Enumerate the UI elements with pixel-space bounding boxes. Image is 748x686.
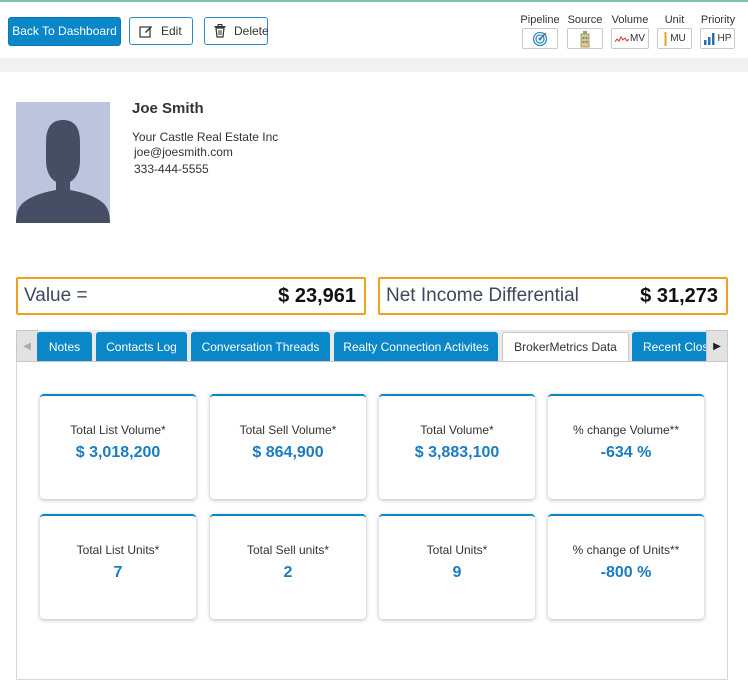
stat-card-title: Total Sell Volume* <box>239 423 337 437</box>
stat-card-total-list-volume: Total List Volume* $ 3,018,200 <box>40 394 196 499</box>
stat-card-title: Total Volume* <box>420 423 494 437</box>
tab-panel <box>16 330 728 680</box>
source-label: Source <box>567 14 603 26</box>
stat-card-title: Total List Volume* <box>70 423 166 437</box>
stat-card-value: $ 3,883,100 <box>414 444 500 461</box>
source-selector[interactable]: Source <box>566 13 604 49</box>
priority-value: HP <box>717 33 732 44</box>
contact-name: Joe Smith <box>132 100 204 117</box>
net-income-differential-box: Net Income Differential $ 31,273 <box>378 277 728 315</box>
value-box: Value = $ 23,961 <box>16 277 366 315</box>
tab-contacts-log[interactable]: Contacts Log <box>96 332 187 361</box>
net-income-differential-amount: $ 31,273 <box>640 284 718 307</box>
caret-right-icon: ▶ <box>713 340 721 352</box>
value-label: Value = <box>24 285 88 306</box>
stat-card-value: $ 864,900 <box>252 444 324 461</box>
contact-phone: 333-444-5555 <box>134 162 209 176</box>
stat-card-change-units: % change of Units** -800 % <box>548 514 704 619</box>
building-icon[interactable] <box>567 28 603 49</box>
stat-card-value: 7 <box>113 564 123 581</box>
edit-icon <box>139 24 153 38</box>
contact-email[interactable]: joe@joesmith.com <box>134 145 233 159</box>
stat-card-value: -634 % <box>600 444 652 461</box>
tab-recent-closings[interactable]: Recent Closings <box>632 332 712 361</box>
tab-notes[interactable]: Notes <box>37 332 92 361</box>
separator-band <box>0 58 748 72</box>
edit-button[interactable]: Edit <box>129 17 193 45</box>
stat-card-value: 9 <box>452 564 462 581</box>
stat-card-title: % change Volume** <box>572 423 680 437</box>
volume-value: MV <box>630 33 645 44</box>
volume-value-box[interactable]: MV <box>611 28 649 49</box>
stat-card-total-units: Total Units* 9 <box>379 514 535 619</box>
signal-bars-icon <box>703 32 716 45</box>
back-to-dashboard-button[interactable]: Back To Dashboard <box>8 17 121 46</box>
stat-card-title: Total Sell units* <box>246 543 330 557</box>
stat-card-title: Total Units* <box>426 543 488 557</box>
tab-scroll-right-button[interactable]: ▶ <box>706 330 728 361</box>
stat-card-total-sell-units: Total Sell units* 2 <box>210 514 366 619</box>
caret-left-icon: ◀ <box>23 340 31 352</box>
tab-brokermetrics-data[interactable]: BrokerMetrics Data <box>502 332 629 361</box>
contact-company: Your Castle Real Estate Inc <box>132 130 279 144</box>
unit-label: Unit <box>664 14 685 26</box>
person-silhouette-icon <box>16 120 110 223</box>
stat-card-value: 2 <box>283 564 293 581</box>
unit-value-box[interactable]: MU <box>657 28 692 49</box>
unit-value: MU <box>670 33 686 44</box>
pipeline-selector[interactable]: Pipeline <box>520 13 560 49</box>
volume-selector[interactable]: Volume MV <box>609 13 651 49</box>
trash-icon <box>214 24 226 38</box>
pipeline-label: Pipeline <box>520 14 560 26</box>
avatar <box>16 102 110 223</box>
unit-bar-icon <box>663 31 668 46</box>
tab-scroll-left-button[interactable]: ◀ <box>16 330 38 361</box>
tab-strip: ◀ Notes Contacts Log Conversation Thread… <box>16 330 728 362</box>
stat-card-value: $ 3,018,200 <box>75 444 161 461</box>
priority-label: Priority <box>700 14 736 26</box>
priority-value-box[interactable]: HP <box>700 28 735 49</box>
stat-card-change-volume: % change Volume** -634 % <box>548 394 704 499</box>
delete-button[interactable]: Delete <box>204 17 269 45</box>
delete-button-label: Delete <box>234 24 269 38</box>
stat-card-value: -800 % <box>600 564 652 581</box>
unit-selector[interactable]: Unit MU <box>656 13 693 49</box>
target-icon[interactable] <box>522 28 558 49</box>
stat-card-total-list-units: Total List Units* 7 <box>40 514 196 619</box>
stat-card-title: Total List Units* <box>76 543 160 557</box>
volume-label: Volume <box>611 14 649 26</box>
edit-button-label: Edit <box>161 24 182 38</box>
net-income-differential-label: Net Income Differential <box>386 285 579 306</box>
top-toolbar: Back To Dashboard Edit Delete Pipeline S… <box>0 0 748 58</box>
stat-card-total-volume: Total Volume* $ 3,883,100 <box>379 394 535 499</box>
priority-selector[interactable]: Priority HP <box>699 13 737 49</box>
stat-card-title: % change of Units** <box>572 543 680 557</box>
tab-conversation-threads[interactable]: Conversation Threads <box>191 332 330 361</box>
stat-card-total-sell-volume: Total Sell Volume* $ 864,900 <box>210 394 366 499</box>
value-amount: $ 23,961 <box>278 284 356 307</box>
sparkline-icon <box>615 34 629 44</box>
tab-realty-connection-activites[interactable]: Realty Connection Activites <box>334 332 498 361</box>
